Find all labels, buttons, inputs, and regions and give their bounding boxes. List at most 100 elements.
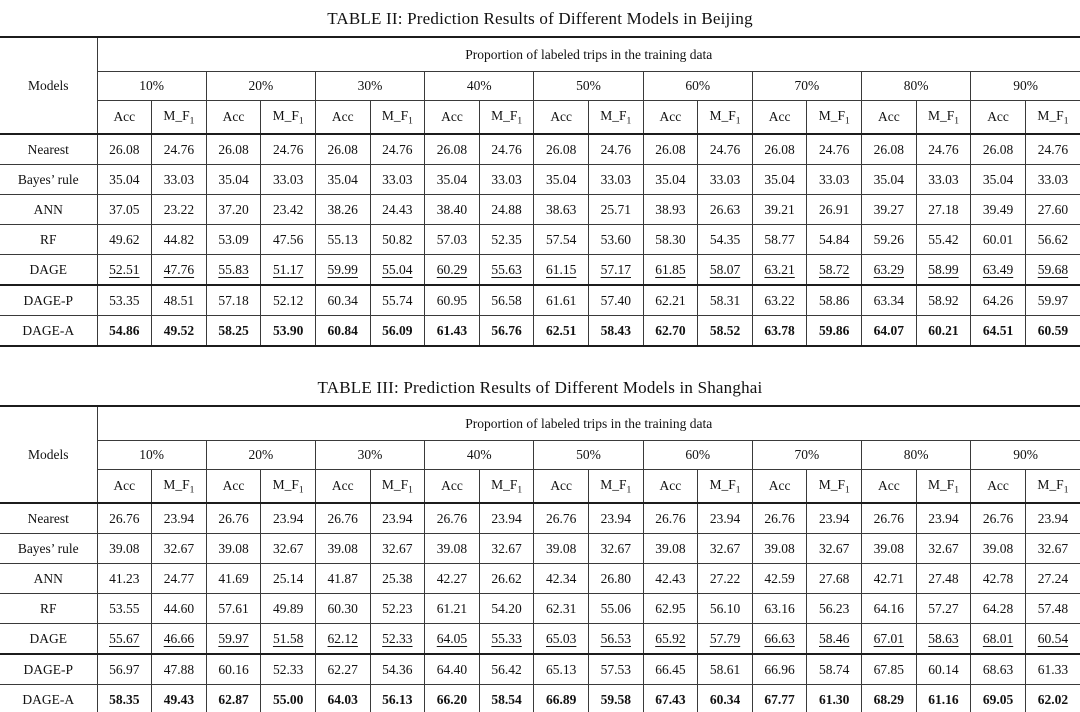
value-cell: 26.08 [96, 133, 152, 165]
value-cell: 67.43 [642, 684, 698, 712]
percent-header: 70% [751, 440, 862, 470]
value-cell: 24.76 [1024, 133, 1080, 165]
value-cell: 39.08 [96, 533, 152, 564]
value-cell: 39.08 [314, 533, 371, 564]
value-cell: 38.26 [314, 194, 371, 225]
f1-subscript: 1 [408, 116, 413, 127]
f1-subscript: 1 [626, 116, 632, 127]
value-cell: 61.33 [1024, 653, 1080, 685]
value-cell: 67.85 [861, 653, 917, 685]
macro-f1-header: M_F1 [151, 100, 207, 135]
value-cell: 52.12 [260, 284, 316, 316]
value-cell: 26.08 [314, 133, 371, 165]
macro-f1-header: M_F1 [587, 469, 644, 504]
value-cell: 53.60 [587, 224, 644, 255]
acc-header: Acc [533, 100, 589, 135]
value-cell: 23.94 [915, 502, 971, 534]
value-cell: 60.59 [1024, 315, 1080, 346]
value-cell: 62.12 [314, 623, 371, 654]
value-cell: 42.59 [751, 563, 807, 594]
value-cell: 54.20 [478, 593, 534, 624]
value-cell: 55.83 [205, 254, 261, 285]
value-cell: 66.45 [642, 653, 698, 685]
value-cell: 25.38 [369, 563, 425, 594]
value-cell: 27.60 [1024, 194, 1080, 225]
value-cell: 61.43 [424, 315, 480, 346]
value-cell: 58.46 [806, 623, 862, 654]
value-cell: 38.63 [533, 194, 589, 225]
value-cell: 57.79 [697, 623, 753, 654]
value-cell: 54.36 [369, 653, 425, 685]
value-cell: 25.71 [587, 194, 644, 225]
value-cell: 26.80 [587, 563, 644, 594]
value-cell: 41.69 [205, 563, 261, 594]
percent-header: 60% [642, 440, 753, 470]
value-cell: 66.20 [424, 684, 480, 712]
value-cell: 32.67 [1024, 533, 1080, 564]
metric-header-row: Acc M_F1 Acc M_F1 Acc M_F1 Acc M_F1 Acc M_F1 Acc M_… [0, 100, 1080, 135]
value-cell: 38.40 [424, 194, 480, 225]
value-cell: 32.67 [915, 533, 971, 564]
value-cell: 67.77 [751, 684, 807, 712]
value-cell: 52.33 [369, 623, 425, 654]
value-cell: 60.84 [314, 315, 371, 346]
value-cell: 64.26 [970, 284, 1026, 316]
value-cell: 60.01 [970, 224, 1026, 255]
percent-header: 50% [533, 440, 644, 470]
table-row: Bayes’ rule 35.04 33.03 35.04 33.03 35.04 33.0… [0, 164, 1080, 195]
value-cell: 56.09 [369, 315, 425, 346]
value-cell: 26.08 [751, 133, 807, 165]
percent-header: 90% [970, 71, 1080, 101]
value-cell: 59.26 [861, 224, 917, 255]
value-cell: 42.43 [642, 563, 698, 594]
value-cell: 23.94 [260, 502, 316, 534]
value-cell: 58.63 [915, 623, 971, 654]
value-cell: 57.18 [205, 284, 261, 316]
value-cell: 44.82 [151, 224, 207, 255]
value-cell: 27.24 [1024, 563, 1080, 594]
value-cell: 33.03 [369, 164, 425, 195]
f1-subscript: 1 [954, 485, 959, 496]
shanghai-results-table: Models Proportion of labeled trips in th… [0, 405, 1080, 712]
f1-subscript: 1 [954, 116, 959, 127]
macro-f1-header: M_F1 [697, 469, 753, 504]
value-cell: 55.42 [915, 224, 971, 255]
value-cell: 35.04 [96, 164, 152, 195]
value-cell: 37.20 [205, 194, 261, 225]
value-cell: 64.03 [314, 684, 371, 712]
value-cell: 67.01 [861, 623, 917, 654]
value-cell: 65.13 [533, 653, 589, 685]
f1-subscript: 1 [298, 485, 304, 496]
value-cell: 57.27 [915, 593, 971, 624]
value-cell: 62.31 [533, 593, 589, 624]
value-cell: 23.94 [478, 502, 534, 534]
value-cell: 58.99 [915, 254, 971, 285]
value-cell: 38.93 [642, 194, 698, 225]
value-cell: 64.07 [861, 315, 917, 346]
value-cell: 35.04 [533, 164, 589, 195]
value-cell: 64.51 [970, 315, 1026, 346]
f1-subscript: 1 [408, 485, 413, 496]
percent-header: 10% [97, 71, 207, 101]
value-cell: 57.17 [587, 254, 644, 285]
table-row: DAGE-A 58.35 49.43 62.87 55.00 64.03 56.13 66.2… [0, 684, 1080, 712]
acc-header: Acc [96, 100, 152, 135]
value-cell: 46.66 [151, 623, 207, 654]
macro-f1-header: M_F1 [260, 100, 316, 135]
value-cell: 24.76 [151, 133, 207, 165]
macro-f1-header: M_F1 [697, 100, 753, 135]
value-cell: 66.63 [751, 623, 807, 654]
value-cell: 61.21 [424, 593, 480, 624]
value-cell: 39.27 [861, 194, 917, 225]
value-cell: 62.51 [533, 315, 589, 346]
value-cell: 26.08 [533, 133, 589, 165]
model-name: RF [0, 593, 97, 624]
value-cell: 54.35 [697, 224, 753, 255]
value-cell: 32.67 [260, 533, 316, 564]
value-cell: 33.03 [151, 164, 207, 195]
value-cell: 49.62 [96, 224, 152, 255]
value-cell: 63.22 [751, 284, 807, 316]
value-cell: 58.54 [478, 684, 534, 712]
value-cell: 33.03 [260, 164, 316, 195]
